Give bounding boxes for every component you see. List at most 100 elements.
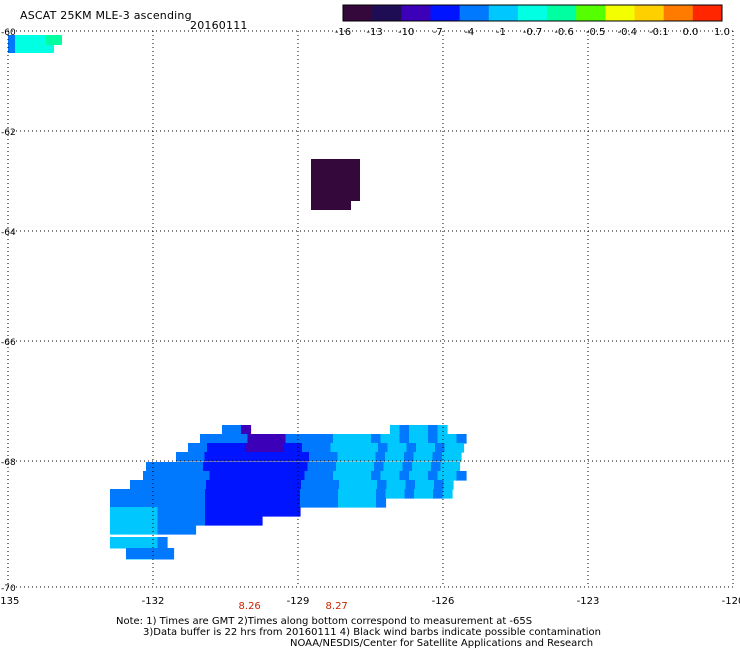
lon-tick-label: -123 [577,596,600,607]
data-pixel [243,498,254,508]
data-pixel [149,480,160,490]
data-pixel [348,480,359,490]
data-pixel [347,498,358,508]
data-pixel [176,507,187,517]
data-pixel [272,480,283,490]
lon-tick-label: -135 [0,596,19,607]
data-pixel [447,434,458,444]
data-pixel [337,452,348,462]
data-pixel [347,489,358,499]
data-pixel [367,480,378,490]
data-pixel [157,507,168,517]
data-pixel [176,498,187,508]
data-pixel [148,498,159,508]
data-pixel [444,443,455,453]
data-pixel [206,480,217,490]
data-pixel [222,462,233,472]
data-pixel [146,462,157,472]
data-pixel [290,507,301,517]
data-pixel [340,443,351,453]
data-pixel [399,471,410,481]
data-pixel [323,434,334,444]
data-pixel [352,434,363,444]
data-pixel [214,489,225,499]
data-pixel [302,443,313,453]
data-pixel [318,452,329,462]
data-pixel [186,516,197,526]
legend-tick-label: -10 [398,27,414,38]
data-pixel [271,452,282,462]
data-pixel [276,471,287,481]
data-pixel [281,489,292,499]
data-pixel [304,434,315,444]
data-pixel [283,443,294,453]
data-pixel [437,434,448,444]
data-pixel [359,443,370,453]
data-pixel [380,434,391,444]
data-pixel [311,443,322,453]
data-pixel [119,498,130,508]
legend-tick-label: -0.4 [617,27,637,38]
data-pixel [138,537,149,549]
legend-tick-label: -16 [335,27,351,38]
data-pixel [356,452,367,462]
data-pixel [8,35,62,45]
data-pixel [247,471,258,481]
data-pixel [454,443,465,453]
data-pixel [437,425,448,435]
data-pixel [119,507,130,517]
data-pixel [434,480,445,490]
data-pixel [295,434,306,444]
data-pixel [233,498,244,508]
legend-tick-label: -0.1 [649,27,669,38]
data-pixel [412,462,423,472]
data-pixel [374,462,385,472]
legend-tick-label: -4 [464,27,474,38]
data-pixel [368,443,379,453]
data-pixel [347,452,358,462]
data-pixel [371,471,382,481]
data-pixel [424,480,435,490]
data-pixel [300,498,311,508]
data-pixel [235,443,246,453]
data-pixel [190,471,201,481]
data-pixel [295,471,306,481]
data-pixel [185,452,196,462]
map-date: 20160111 [190,19,248,32]
data-pixel [456,471,467,481]
data-pixel [219,434,230,444]
data-pixel [418,425,429,435]
data-pixel [443,480,454,490]
data-pixel [309,489,320,499]
data-pixel [224,507,235,517]
data-pixel [238,471,249,481]
lat-tick-label: -60 [1,28,16,38]
footer-note-1: Note: 1) Times are GMT 2)Times along bot… [116,616,533,627]
data-pixel [358,480,369,490]
data-pixel [197,443,208,453]
data-pixel [329,480,340,490]
data-pixel [186,498,197,508]
legend-swatch [517,5,548,21]
data-pixel [262,489,273,499]
data-pixel [311,201,351,210]
data-pixel [399,434,410,444]
data-pixel [110,498,121,508]
data-pixel [46,35,62,45]
data-pixel [129,498,140,508]
data-pixel [423,452,434,462]
data-pixel [399,425,410,435]
footer-note-2: 3)Data buffer is 22 hrs from 20160111 4)… [143,627,601,638]
data-pixel [176,516,187,526]
data-pixel [233,452,244,462]
data-pixel [223,452,234,462]
data-pixel [432,452,443,462]
data-pixel [357,489,368,499]
data-pixel [450,462,461,472]
data-pixel [110,516,121,526]
data-pixel [319,489,330,499]
data-pixel [307,462,318,472]
data-pixel [205,498,216,508]
legend-swatch [547,5,577,21]
data-pixel [404,452,415,462]
